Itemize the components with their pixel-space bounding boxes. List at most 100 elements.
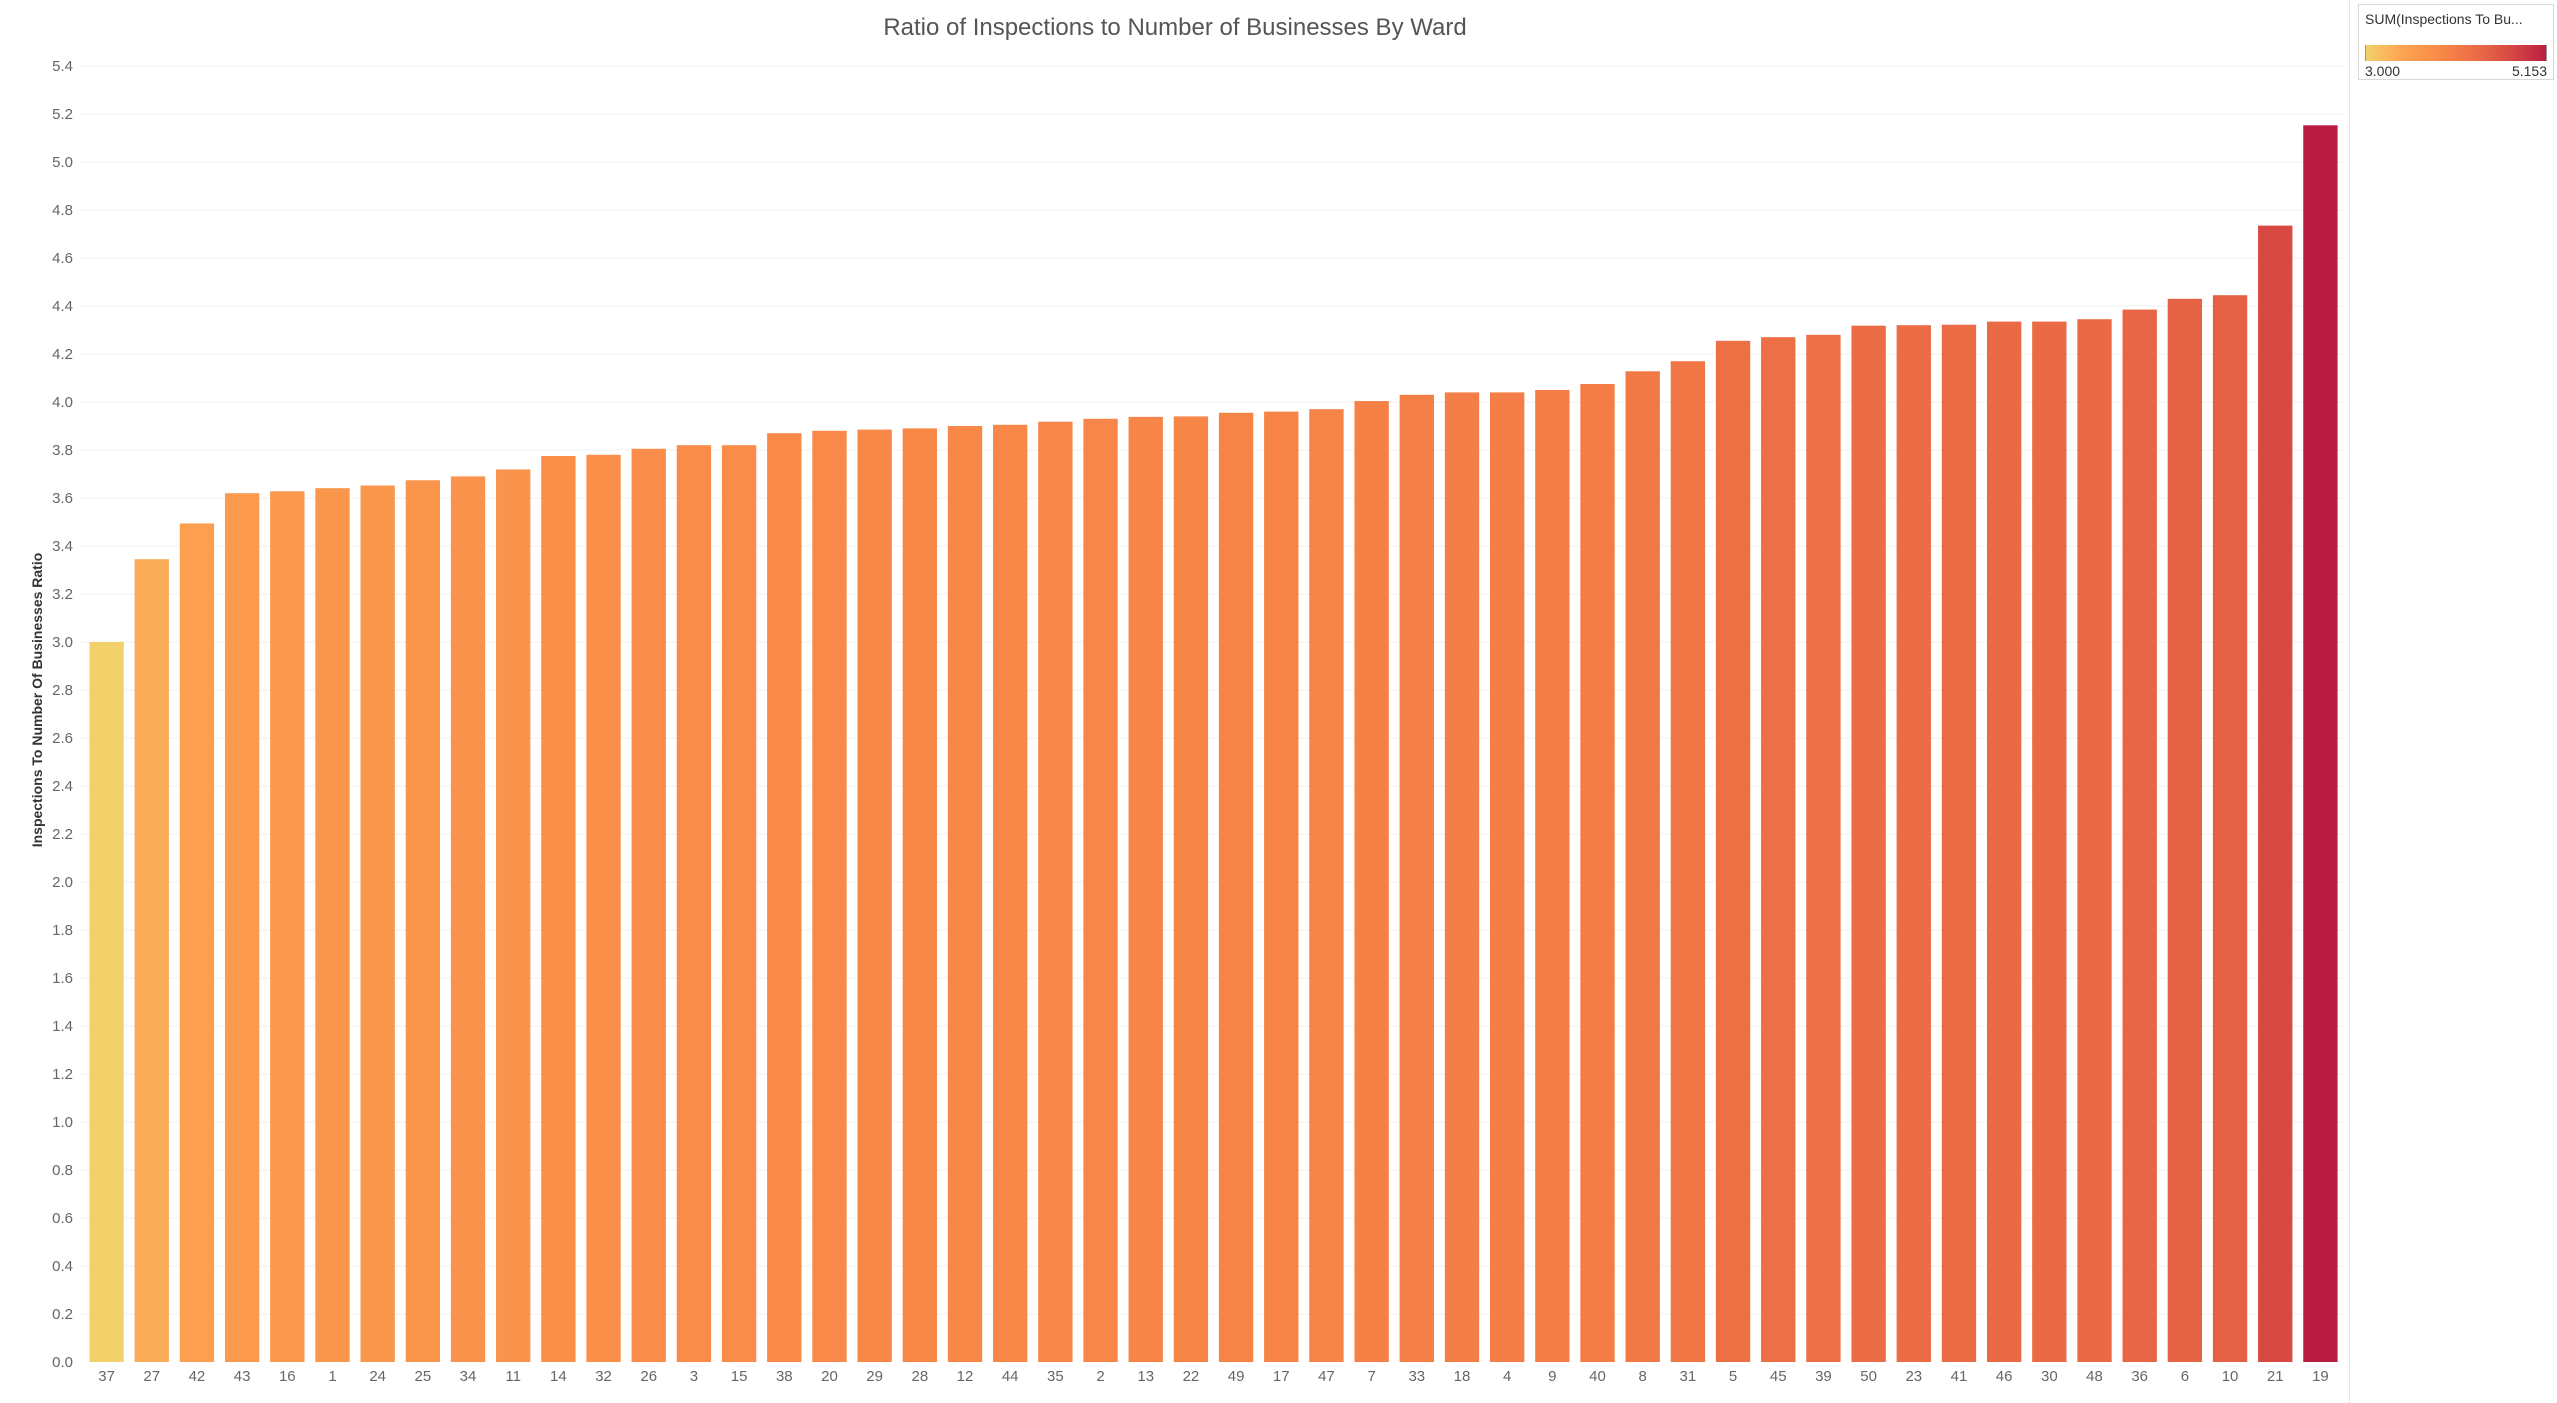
x-tick-label: 47	[1318, 1368, 1335, 1385]
x-tick-label: 17	[1273, 1368, 1290, 1385]
x-tick-label: 3	[690, 1368, 698, 1385]
bar-ward-29[interactable]	[857, 429, 892, 1363]
x-tick-label: 33	[1408, 1368, 1425, 1385]
bar-ward-44[interactable]	[993, 424, 1028, 1362]
y-tick-label: 5.2	[52, 106, 73, 123]
y-tick-label: 1.6	[52, 970, 73, 987]
y-tick-label: 0.2	[52, 1306, 73, 1323]
y-tick-label: 1.0	[52, 1114, 73, 1131]
y-tick-label: 5.4	[52, 58, 73, 75]
bar-ward-48[interactable]	[2077, 319, 2112, 1363]
bar-ward-28[interactable]	[902, 428, 937, 1362]
bar-ward-35[interactable]	[1038, 421, 1073, 1362]
bar-ward-40[interactable]	[1580, 384, 1615, 1362]
bar-ward-41[interactable]	[1941, 324, 1977, 1363]
x-tick-label: 8	[1639, 1368, 1647, 1385]
bar-ward-33[interactable]	[1399, 394, 1434, 1362]
bar-ward-18[interactable]	[1444, 392, 1480, 1362]
x-tick-label: 48	[2086, 1368, 2103, 1385]
bar-ward-27[interactable]	[134, 559, 169, 1362]
x-tick-label: 38	[776, 1368, 793, 1385]
x-tick-label: 15	[731, 1368, 748, 1385]
bar-ward-4[interactable]	[1490, 392, 1525, 1362]
bar-ward-49[interactable]	[1218, 412, 1254, 1362]
bar-ward-39[interactable]	[1806, 334, 1841, 1362]
bar-ward-31[interactable]	[1670, 361, 1706, 1362]
x-tick-label: 26	[640, 1368, 657, 1385]
x-tick-label: 7	[1367, 1368, 1375, 1385]
bar-ward-34[interactable]	[450, 476, 486, 1362]
x-tick-label: 35	[1047, 1368, 1064, 1385]
bar-ward-37[interactable]	[89, 642, 124, 1362]
bar-ward-46[interactable]	[1986, 321, 2022, 1363]
bar-ward-5[interactable]	[1715, 340, 1751, 1362]
y-tick-label: 2.6	[52, 730, 73, 747]
bar-ward-21[interactable]	[2258, 225, 2293, 1363]
y-tick-label: 0.4	[52, 1258, 73, 1275]
x-tick-label: 50	[1860, 1368, 1877, 1385]
bars	[89, 125, 2338, 1363]
legend-min-label: 3.000	[2365, 63, 2401, 79]
bar-ward-7[interactable]	[1354, 401, 1389, 1362]
y-tick-label: 4.0	[52, 394, 73, 411]
y-tick-label: 3.0	[52, 634, 73, 651]
x-tick-label: 20	[821, 1368, 838, 1385]
bar-ward-38[interactable]	[767, 433, 802, 1362]
bar-ward-20[interactable]	[812, 430, 847, 1362]
x-tick-label: 21	[2267, 1368, 2284, 1385]
bar-ward-17[interactable]	[1264, 411, 1299, 1363]
y-tick-label: 0.0	[52, 1354, 73, 1371]
chart-frame: 0.0 0.2 0.4 0.6 0.8 1.0 1.2 1.4 1.6 1.8 2.0 2.2 2.4 2…	[29, 0, 2350, 1403]
y-axis-ticks: 0.0 0.2 0.4 0.6 0.8 1.0 1.2 1.4 1.6 1.8 2.0 2.2 2.4 2…	[52, 58, 73, 1371]
y-tick-label: 3.2	[52, 586, 73, 603]
bar-ward-45[interactable]	[1761, 337, 1796, 1363]
bar-ward-12[interactable]	[947, 426, 983, 1362]
x-tick-label: 31	[1680, 1368, 1697, 1385]
y-tick-label: 2.2	[52, 826, 73, 843]
bar-ward-10[interactable]	[2212, 295, 2248, 1363]
x-tick-label: 22	[1183, 1368, 1200, 1385]
bar-ward-15[interactable]	[721, 445, 757, 1362]
bar-ward-43[interactable]	[224, 493, 260, 1362]
bar-ward-3[interactable]	[676, 445, 712, 1362]
bar-ward-9[interactable]	[1535, 390, 1570, 1362]
bar-ward-25[interactable]	[405, 480, 441, 1362]
bar-ward-2[interactable]	[1083, 418, 1118, 1362]
x-tick-label: 30	[2041, 1368, 2058, 1385]
y-tick-label: 4.2	[52, 346, 73, 363]
x-tick-label: 23	[1905, 1368, 1922, 1385]
bar-ward-16[interactable]	[270, 491, 305, 1362]
color-legend[interactable]: SUM(Inspections To Bu... 3.000 5.153	[2358, 4, 2554, 80]
bar-ward-50[interactable]	[1851, 325, 1886, 1363]
bar-ward-11[interactable]	[496, 469, 531, 1362]
bar-ward-14[interactable]	[541, 456, 576, 1362]
x-tick-label: 1	[328, 1368, 336, 1385]
bar-ward-23[interactable]	[1896, 325, 1931, 1363]
bar-ward-30[interactable]	[2032, 321, 2067, 1363]
x-tick-label: 34	[460, 1368, 477, 1385]
x-tick-label: 6	[2181, 1368, 2189, 1385]
bar-ward-47[interactable]	[1309, 409, 1344, 1362]
y-tick-label: 2.8	[52, 682, 73, 699]
x-tick-label: 40	[1589, 1368, 1606, 1385]
x-tick-label: 4	[1503, 1368, 1511, 1385]
bar-ward-13[interactable]	[1128, 416, 1163, 1362]
bar-ward-19[interactable]	[2303, 125, 2338, 1362]
y-tick-label: 0.8	[52, 1162, 73, 1179]
bar-ward-6[interactable]	[2167, 298, 2203, 1362]
bar-ward-32[interactable]	[586, 454, 621, 1362]
bar-ward-42[interactable]	[179, 523, 215, 1362]
x-tick-label: 12	[957, 1368, 974, 1385]
y-tick-label: 1.4	[52, 1018, 73, 1035]
y-tick-label: 1.8	[52, 922, 73, 939]
legend-color-ramp	[2365, 45, 2547, 61]
y-tick-label: 5.0	[52, 154, 73, 171]
bar-ward-8[interactable]	[1625, 371, 1660, 1362]
bar-ward-22[interactable]	[1173, 416, 1209, 1362]
bar-ward-26[interactable]	[631, 448, 666, 1362]
bar-ward-36[interactable]	[2122, 309, 2157, 1363]
bar-ward-24[interactable]	[360, 485, 395, 1362]
y-tick-label: 2.4	[52, 778, 73, 795]
bar-ward-1[interactable]	[315, 488, 350, 1362]
